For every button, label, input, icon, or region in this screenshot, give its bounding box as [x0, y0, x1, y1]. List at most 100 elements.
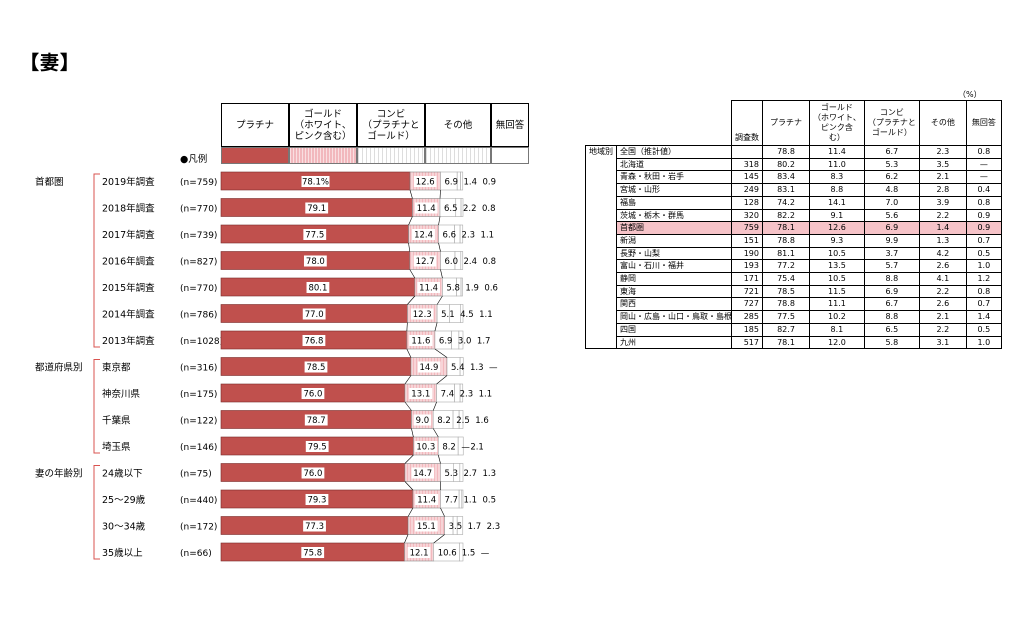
value-label-platinum: 80.1 [308, 284, 327, 294]
region-name: 岡山・広島・山口・鳥取・島根 [616, 310, 732, 324]
region-value: 4.1 [918, 272, 967, 286]
region-value: 8.1 [809, 322, 865, 337]
value-label-combi: 6.9 [444, 178, 458, 188]
region-value: 0.9 [965, 221, 1002, 235]
region-value: 6.7 [863, 297, 920, 312]
group-bracket [93, 465, 100, 560]
table-row: 関西 727 78.8 11.1 6.7 2.6 0.7 [586, 297, 1002, 312]
value-label-gold: 10.3 [416, 443, 435, 453]
region-value: 7.0 [863, 195, 920, 210]
connector-line [404, 401, 412, 411]
value-label-bg [301, 176, 330, 187]
value-label-noanswer: 0.9 [482, 178, 496, 188]
row-label: 2019年調査 [102, 176, 155, 188]
legend-marker-label: ●凡例 [180, 154, 208, 165]
value-label-platinum: 76.0 [303, 390, 322, 400]
table-row: 九州 517 78.1 12.0 5.8 3.1 1.0 [586, 335, 1002, 350]
region-value: 81.1 [762, 246, 810, 261]
value-label-gold: 13.1 [411, 390, 430, 400]
row-n: (n=316) [180, 364, 217, 374]
region-count: 190 [731, 246, 763, 261]
bar-noanswer [460, 198, 464, 217]
region-count: 151 [731, 233, 763, 248]
value-label-other: 2.4 [463, 257, 477, 267]
region-count: 320 [731, 208, 763, 223]
bar-noanswer [460, 304, 464, 323]
value-label-bg [414, 441, 438, 452]
connector-line [409, 269, 416, 279]
region-name: 静岡 [616, 272, 732, 286]
legend-other-header: その他 [425, 103, 491, 147]
connector-line [404, 375, 412, 385]
region-value: 4.8 [863, 183, 920, 197]
connector-line [433, 534, 445, 544]
region-count: 171 [731, 272, 763, 286]
region-value: 83.1 [762, 183, 810, 197]
value-label-other: 2.3 [460, 390, 474, 400]
row-label: 千葉県 [102, 415, 131, 427]
value-label-bg [417, 282, 441, 293]
value-label-noanswer: 0.8 [482, 204, 496, 214]
value-label-gold: 9.0 [416, 416, 430, 426]
value-label-bg [412, 229, 435, 240]
row-n: (n=759) [180, 178, 217, 188]
value-label-bg [413, 414, 432, 426]
value-label-combi: 5.4 [451, 363, 465, 373]
value-label-bg [409, 388, 433, 399]
connector-line [407, 295, 416, 305]
value-label-other: 1.3 [470, 363, 484, 373]
value-label-noanswer: 2.1 [470, 443, 484, 453]
region-value: 77.5 [762, 310, 810, 324]
region-value: 11.5 [809, 284, 865, 299]
row-n: (n=786) [180, 311, 217, 321]
region-count: 128 [731, 195, 763, 210]
connector-line [409, 189, 413, 199]
region-value: 2.2 [918, 322, 967, 337]
value-label-combi: 6.6 [443, 231, 457, 241]
region-name: 福島 [616, 195, 732, 210]
region-count: 517 [731, 335, 763, 350]
value-label-gold: 11.4 [417, 204, 436, 214]
connector-line [432, 428, 439, 438]
value-label-noanswer: — [489, 363, 498, 373]
connector-line [407, 507, 414, 517]
row-label: 2014年調査 [102, 309, 155, 321]
value-label-bg [305, 494, 329, 505]
region-value: 2.8 [918, 183, 967, 197]
region-value: 1.4 [965, 310, 1002, 324]
region-name: 茨城・栃木・群馬 [616, 208, 732, 223]
legend-platinum-header: プラチナ [221, 103, 289, 147]
bar-noanswer [461, 489, 464, 509]
region-value: 82.7 [762, 322, 810, 337]
value-label-combi: 5.3 [444, 469, 458, 479]
group-label: 都道府県別 [35, 362, 83, 374]
region-value: 2.6 [918, 297, 967, 312]
value-label-combi: 3.5 [449, 522, 463, 532]
value-label-combi: 7.4 [441, 390, 455, 400]
table-row: 地域別 全国（推計値） 78.8 11.4 6.7 2.3 0.8 [585, 144, 1002, 350]
region-value: 0.7 [965, 297, 1002, 312]
bar-other [459, 542, 464, 562]
region-value: — [965, 157, 1002, 172]
region-table: 調査数 プラチナ ゴールド （ホワイト、 ピンク含 む） コンビ （プラチナと ゴールド） その他… [585, 100, 1002, 350]
value-label-platinum: 79.3 [307, 496, 326, 506]
region-value: 2.3 [918, 145, 967, 159]
region-value: 10.5 [809, 246, 865, 261]
value-label-platinum: 78.7 [307, 416, 326, 426]
row-label: 神奈川県 [102, 388, 141, 400]
row-label: 2013年調査 [102, 335, 155, 347]
connector-line [404, 534, 409, 544]
region-value: 3.1 [918, 335, 967, 350]
region-value: 1.3 [918, 233, 967, 248]
bar-noanswer [459, 463, 464, 482]
region-value: 83.4 [762, 170, 810, 185]
region-value: 10.2 [809, 310, 865, 324]
row-label: 2016年調査 [102, 256, 155, 268]
region-name: 首都圏 [616, 221, 732, 235]
value-label-noanswer: 0.8 [482, 257, 496, 267]
value-label-bg [413, 255, 437, 267]
value-label-bg [303, 520, 326, 532]
value-label-other: 1.7 [468, 522, 482, 532]
value-label-bg [305, 202, 329, 214]
